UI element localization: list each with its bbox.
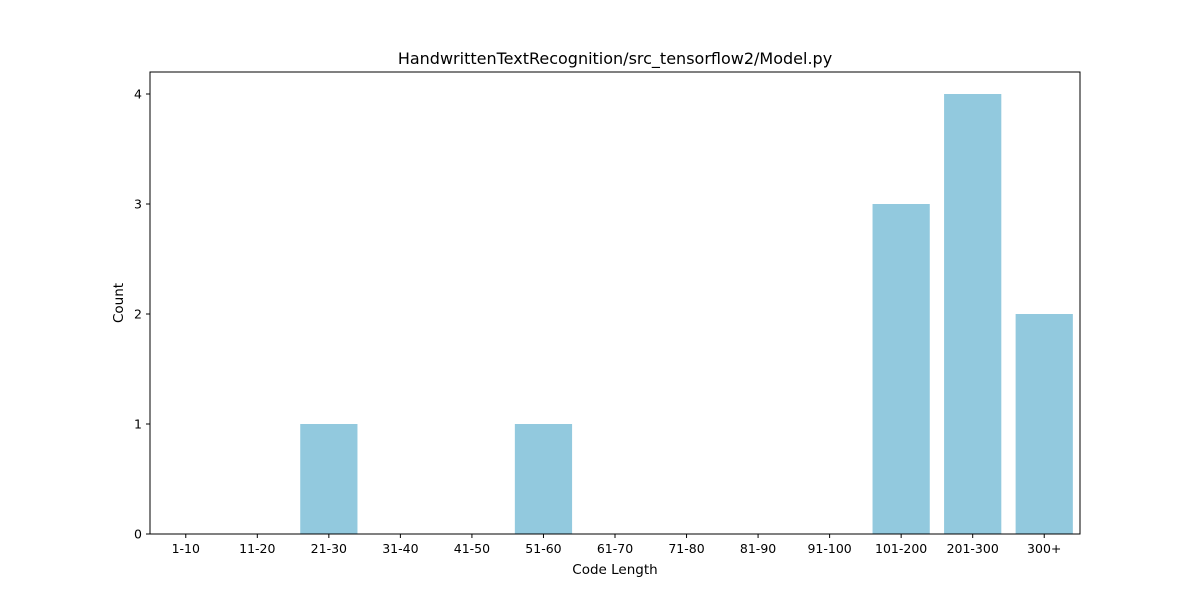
- x-axis: 1-10 11-20 21-30 31-40 41-50 51-60 61-70 71-80 8…: [172, 534, 1061, 556]
- x-tick-label-2: 21-30: [311, 541, 347, 556]
- x-tick-label-8: 81-90: [740, 541, 776, 556]
- x-tick-label-7: 71-80: [668, 541, 704, 556]
- x-axis-title: Code Length: [572, 562, 657, 578]
- y-tick-label-2: 2: [134, 307, 142, 322]
- bars-group: [300, 94, 1073, 534]
- x-tick-label-11: 201-300: [947, 541, 999, 556]
- y-tick-label-0: 0: [134, 527, 142, 542]
- x-tick-label-10: 101-200: [875, 541, 927, 556]
- y-axis-title: Count: [111, 283, 127, 323]
- x-tick-label-9: 91-100: [807, 541, 851, 556]
- bar-2: [300, 424, 358, 534]
- x-tick-label-5: 51-60: [525, 541, 561, 556]
- x-tick-label-0: 1-10: [172, 541, 200, 556]
- y-axis: 0 1 2 3 4: [134, 87, 150, 542]
- y-tick-label-1: 1: [134, 417, 142, 432]
- plot-frame: [149, 71, 1081, 535]
- x-tick-label-6: 61-70: [597, 541, 633, 556]
- bar-10: [872, 204, 930, 534]
- y-tick-label-3: 3: [134, 197, 142, 212]
- bar-5: [514, 424, 573, 534]
- y-tick-label-4: 4: [134, 87, 142, 102]
- bar-11: [944, 94, 1002, 534]
- x-tick-label-4: 41-50: [454, 541, 490, 556]
- bar-12: [1015, 314, 1073, 534]
- x-tick-label-12: 300+: [1027, 541, 1061, 556]
- x-tick-label-3: 31-40: [382, 541, 418, 556]
- x-tick-label-1: 11-20: [239, 541, 275, 556]
- chart-title: HandwrittenTextRecognition/src_tensorflo…: [398, 49, 832, 69]
